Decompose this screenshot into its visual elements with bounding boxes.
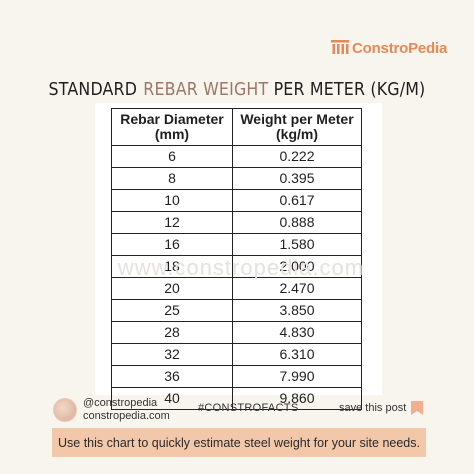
save-post-button[interactable]: save this post xyxy=(339,401,424,415)
columns-icon xyxy=(331,40,349,54)
bookmark-icon xyxy=(411,401,424,415)
table-row: 12 0.888 xyxy=(111,211,362,234)
table-row: 20 2.470 xyxy=(111,277,362,300)
diameter-cell: 28 xyxy=(111,321,233,344)
diameter-cell: 40 xyxy=(111,387,233,410)
diameter-cell: 12 xyxy=(111,211,233,234)
table-row: 40 9.860 xyxy=(111,387,362,410)
title-part-per-meter: PER METER (KG/M) xyxy=(273,79,426,100)
title-part-standard: STANDARD xyxy=(48,79,138,100)
account-info[interactable]: @constropedia constropedia.com xyxy=(53,397,170,423)
diameter-cell: 20 xyxy=(111,277,233,300)
header-weight: Weight per Meter (kg/m) xyxy=(232,108,362,146)
table-row: 36 7.990 xyxy=(111,365,362,388)
table-row: 16 1.580 xyxy=(111,233,362,256)
tip-text: Use this chart to quickly estimate steel… xyxy=(58,435,420,450)
weight-cell: 1.580 xyxy=(232,233,362,256)
diameter-cell: 36 xyxy=(111,365,233,388)
weight-cell: 0.888 xyxy=(232,211,362,234)
weight-cell: 3.850 xyxy=(232,299,362,322)
weight-cell: 0.222 xyxy=(232,145,362,168)
weight-cell: 0.617 xyxy=(232,189,362,212)
weight-cell: 2.470 xyxy=(232,277,362,300)
weight-cell: 0.395 xyxy=(232,167,362,190)
table-row: 25 3.850 xyxy=(111,299,362,322)
weight-cell: 4.830 xyxy=(232,321,362,344)
diameter-cell: 32 xyxy=(111,343,233,366)
page-title: STANDARD REBAR WEIGHT PER METER (KG/M) xyxy=(28,79,445,100)
account-site: constropedia.com xyxy=(83,410,170,422)
table-row: 8 0.395 xyxy=(111,167,362,190)
weight-cell: 7.990 xyxy=(232,365,362,388)
table-row: 28 4.830 xyxy=(111,321,362,344)
diameter-cell: 16 xyxy=(111,233,233,256)
avatar xyxy=(53,398,77,422)
table-row: 32 6.310 xyxy=(111,343,362,366)
diameter-cell: 8 xyxy=(111,167,233,190)
account-handle: @constropedia xyxy=(83,397,158,409)
table-header-row: Rebar Diameter (mm) Weight per Meter (kg… xyxy=(111,108,362,146)
title-highlight: REBAR WEIGHT xyxy=(143,79,269,100)
diameter-cell: 10 xyxy=(111,189,233,212)
save-label: save this post xyxy=(339,402,407,414)
tip-banner: Use this chart to quickly estimate steel… xyxy=(52,428,426,457)
weight-cell: 2.000 xyxy=(232,255,362,278)
header-diameter: Rebar Diameter (mm) xyxy=(111,108,233,146)
diameter-cell: 25 xyxy=(111,299,233,322)
diameter-cell: 18 xyxy=(111,255,233,278)
weight-cell: 9.860 xyxy=(232,387,362,410)
table-row: 6 0.222 xyxy=(111,145,362,168)
brand-logo: ConstroPedia xyxy=(331,38,447,58)
rebar-weight-table: Rebar Diameter (mm) Weight per Meter (kg… xyxy=(111,108,362,410)
table-row: 10 0.617 xyxy=(111,189,362,212)
hashtag[interactable]: #CONSTROFACTS xyxy=(198,402,299,414)
weight-cell: 6.310 xyxy=(232,343,362,366)
table-row: 18 2.000 xyxy=(111,255,362,278)
brand-name: ConstroPedia xyxy=(352,39,448,57)
diameter-cell: 6 xyxy=(111,145,233,168)
